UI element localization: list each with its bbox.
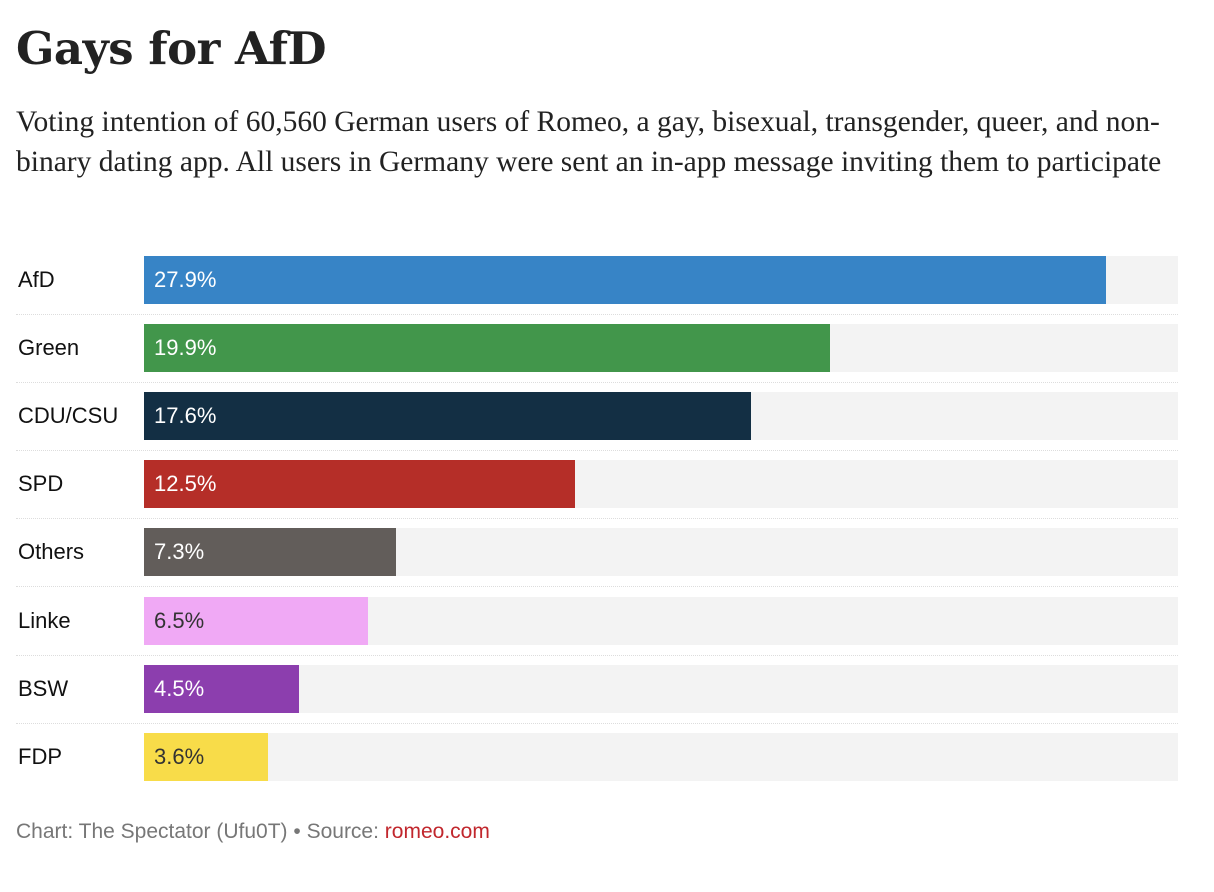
category-label: AfD xyxy=(18,267,55,292)
bar-row: Others 7.3% xyxy=(16,528,1178,577)
row-divider xyxy=(16,382,1178,384)
data-label: 19.9% xyxy=(154,335,217,361)
chart-subtitle: Voting intention of 60,560 German users … xyxy=(16,106,1162,178)
data-label: 17.6% xyxy=(154,403,217,429)
bar xyxy=(144,392,751,441)
bar-row: AfD 27.9% xyxy=(16,256,1178,304)
category-label: CDU/CSU xyxy=(18,403,119,429)
bar-row: FDP 3.6% xyxy=(16,732,1178,781)
bar-row: Green 19.9% xyxy=(16,324,1178,373)
bar xyxy=(144,256,1106,304)
chart-title: Gays for AfD xyxy=(16,22,327,75)
bar xyxy=(144,528,396,577)
category-label: FDP xyxy=(18,743,62,769)
category-label: SPD xyxy=(18,471,64,497)
bar xyxy=(144,664,300,713)
row-divider xyxy=(16,722,1178,724)
category-label: Green xyxy=(18,335,80,361)
data-label: 6.5% xyxy=(154,607,205,633)
data-label: 3.6% xyxy=(154,743,205,769)
bar xyxy=(144,324,830,373)
chart-footer: Chart: The Spectator (Ufu0T) • Source: r… xyxy=(16,820,490,844)
bar xyxy=(144,460,575,509)
row-divider xyxy=(16,518,1178,520)
bar xyxy=(144,732,269,781)
category-label: BSW xyxy=(18,675,69,701)
source-link[interactable]: romeo.com xyxy=(384,820,490,843)
category-label: Others xyxy=(18,539,85,565)
bar-row: Linke 6.5% xyxy=(16,596,1178,645)
bar-track: 7.3% xyxy=(144,528,1178,577)
category-label: Linke xyxy=(18,607,71,633)
bar-track: 6.5% xyxy=(144,596,1178,645)
row-divider xyxy=(16,654,1178,656)
bar-track: 27.9% xyxy=(144,256,1178,304)
bar xyxy=(144,596,369,645)
data-label: 7.3% xyxy=(154,539,205,565)
row-divider xyxy=(16,314,1178,315)
bar-track: 17.6% xyxy=(144,392,1178,441)
data-label: 12.5% xyxy=(154,471,217,497)
bar-track: 12.5% xyxy=(144,460,1178,509)
row-divider xyxy=(16,586,1178,588)
bar-row: BSW 4.5% xyxy=(16,664,1178,713)
bar-row: SPD 12.5% xyxy=(16,460,1178,509)
data-label: 27.9% xyxy=(154,267,217,292)
bar-row: CDU/CSU 17.6% xyxy=(16,392,1178,441)
bar-track: 3.6% xyxy=(144,732,1178,781)
row-divider xyxy=(16,450,1178,452)
data-label: 4.5% xyxy=(154,675,205,701)
chart-credit: Chart: The Spectator (Ufu0T) • Source: xyxy=(16,820,385,843)
bar-track: 4.5% xyxy=(144,664,1178,713)
bar-track: 19.9% xyxy=(144,324,1178,373)
